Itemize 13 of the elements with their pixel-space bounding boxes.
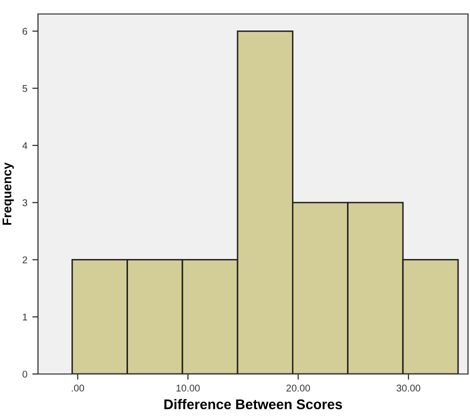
x-tick-label: 20.00	[286, 384, 310, 392]
x-tick-label: .00	[72, 384, 84, 392]
y-tick-label: 5	[22, 85, 28, 92]
y-tick-label: 4	[22, 142, 28, 149]
y-tick-label: 2	[22, 256, 28, 264]
y-tick-label: 6	[22, 28, 28, 35]
x-tick-label: 30.00	[396, 384, 420, 392]
x-tick-label: 10.00	[176, 384, 200, 392]
x-axis-title: Difference Between Scores	[164, 399, 342, 410]
y-tick-label: 0	[22, 370, 28, 378]
y-tick-label: 1	[22, 314, 28, 320]
y-axis-title: Frequency	[2, 162, 14, 225]
y-tick-label: 3	[22, 199, 28, 206]
